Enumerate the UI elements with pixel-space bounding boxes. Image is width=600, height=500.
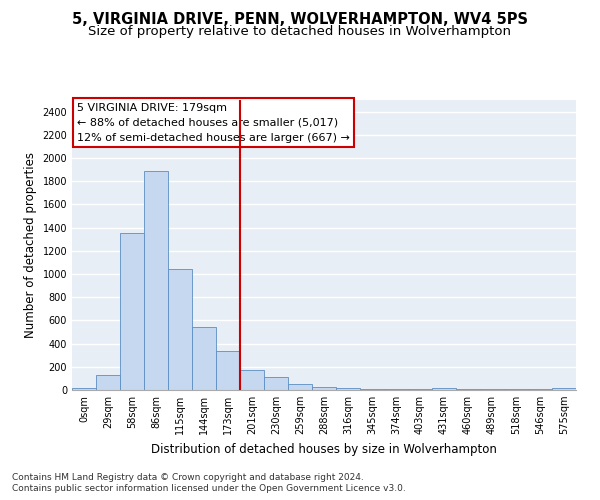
Bar — [216, 351, 240, 390]
Bar — [192, 328, 216, 390]
Bar — [120, 234, 144, 390]
Text: Distribution of detached houses by size in Wolverhampton: Distribution of detached houses by size … — [151, 442, 497, 456]
Bar — [168, 270, 192, 390]
Bar — [240, 370, 264, 390]
Text: Contains HM Land Registry data © Crown copyright and database right 2024.: Contains HM Land Registry data © Crown c… — [12, 473, 364, 482]
Bar — [144, 171, 168, 390]
Y-axis label: Number of detached properties: Number of detached properties — [24, 152, 37, 338]
Bar — [336, 388, 360, 390]
Bar — [552, 388, 576, 390]
Text: 5, VIRGINIA DRIVE, PENN, WOLVERHAMPTON, WV4 5PS: 5, VIRGINIA DRIVE, PENN, WOLVERHAMPTON, … — [72, 12, 528, 28]
Bar — [264, 377, 288, 390]
Bar — [96, 375, 120, 390]
Text: Contains public sector information licensed under the Open Government Licence v3: Contains public sector information licen… — [12, 484, 406, 493]
Bar — [312, 386, 336, 390]
Text: Size of property relative to detached houses in Wolverhampton: Size of property relative to detached ho… — [89, 25, 511, 38]
Bar — [432, 388, 456, 390]
Text: 5 VIRGINIA DRIVE: 179sqm
← 88% of detached houses are smaller (5,017)
12% of sem: 5 VIRGINIA DRIVE: 179sqm ← 88% of detach… — [77, 103, 350, 142]
Bar — [72, 388, 96, 390]
Bar — [288, 384, 312, 390]
